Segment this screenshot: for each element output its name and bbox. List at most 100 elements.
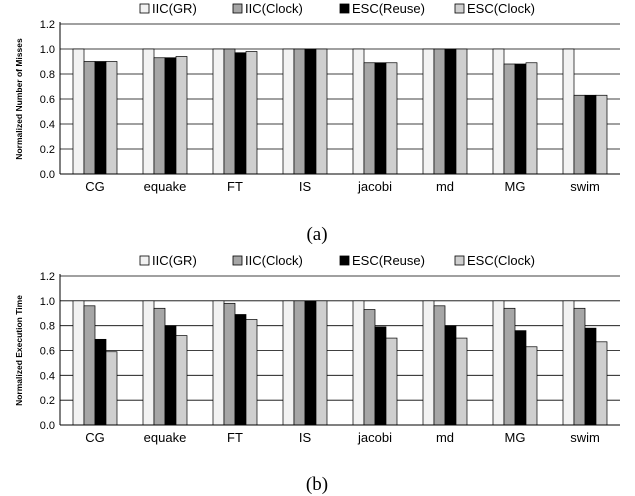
bar [525, 346, 538, 426]
bar [212, 300, 225, 426]
x-tick-label: MG [505, 430, 526, 445]
bar [164, 57, 177, 175]
legend-label: ESC(Clock) [467, 1, 535, 16]
chart-a: IIC(GR) IIC(Clock) ESC(Reuse) ESC(Clock) 0.0… [14, 1, 620, 245]
y-tick-label: 1.2 [40, 19, 55, 31]
bar [352, 300, 365, 426]
legend-swatch [339, 3, 350, 14]
bar [304, 48, 317, 175]
bar [352, 48, 365, 175]
bar [562, 300, 575, 426]
y-tick-label: 0.2 [40, 395, 55, 407]
bar [492, 48, 505, 175]
legend-label: IIC(Clock) [245, 1, 303, 16]
legend-label: IIC(GR) [152, 253, 197, 268]
y-axis-label: Normalized Execution Time [14, 295, 24, 406]
bar [562, 48, 575, 175]
x-tick-label: CG [85, 430, 105, 445]
bar [245, 319, 258, 426]
legend-swatch [139, 3, 150, 14]
bar [363, 62, 376, 175]
bar [83, 61, 96, 175]
bar [94, 61, 107, 175]
legend-swatch [339, 255, 350, 266]
legend-swatch [232, 255, 243, 266]
y-tick-label: 1.0 [40, 296, 55, 308]
bar [293, 48, 306, 175]
bar [175, 56, 188, 175]
y-tick-label: 1.2 [40, 271, 55, 283]
bar [492, 300, 505, 426]
bar [363, 309, 376, 426]
figure-caption: (b) [306, 474, 328, 495]
bar [212, 48, 225, 175]
bar [105, 351, 118, 426]
bar [595, 94, 608, 175]
legend-label: ESC(Clock) [467, 253, 535, 268]
x-tick-label: md [436, 179, 454, 194]
legend-swatch [139, 255, 150, 266]
legend-label: IIC(GR) [152, 1, 197, 16]
x-tick-label: FT [227, 179, 243, 194]
bar [315, 48, 328, 175]
legend-label: ESC(Reuse) [352, 253, 425, 268]
y-tick-label: 0.8 [40, 321, 55, 333]
x-tick-label: equake [144, 179, 187, 194]
bar [234, 52, 247, 175]
y-tick-label: 0.4 [40, 370, 55, 382]
bar [455, 48, 468, 175]
bar [573, 94, 586, 175]
bar [153, 307, 166, 426]
figure-caption: (a) [306, 224, 327, 245]
bar [72, 300, 85, 426]
bar [245, 51, 258, 175]
bar [514, 63, 527, 175]
bar [422, 300, 435, 426]
legend: IIC(GR) IIC(Clock) ESC(Reuse) ESC(Clock) [139, 253, 535, 268]
x-tick-label: swim [570, 179, 600, 194]
bar [584, 327, 597, 426]
x-tick-label: FT [227, 430, 243, 445]
bar [573, 307, 586, 426]
x-tick-label: md [436, 430, 454, 445]
y-tick-label: 0.2 [40, 144, 55, 156]
bar [315, 300, 328, 426]
bar [385, 337, 398, 426]
bar [175, 335, 188, 426]
bar [164, 325, 177, 426]
bar [514, 330, 527, 426]
x-tick-label: jacobi [357, 179, 392, 194]
y-tick-label: 0.0 [40, 169, 55, 181]
legend-swatch [454, 3, 465, 14]
y-tick-label: 0.6 [40, 346, 55, 358]
bar [293, 300, 306, 426]
bar [223, 48, 236, 175]
bar [105, 61, 118, 175]
bar [304, 300, 317, 426]
bar [234, 314, 247, 426]
bar [525, 62, 538, 175]
legend-label: IIC(Clock) [245, 253, 303, 268]
bar [142, 300, 155, 426]
chart-b: IIC(GR) IIC(Clock) ESC(Reuse) ESC(Clock) 0.0… [14, 253, 620, 495]
bar [455, 337, 468, 426]
bars [72, 48, 608, 175]
x-tick-label: jacobi [357, 430, 392, 445]
bar [433, 305, 446, 426]
bars [72, 300, 608, 426]
legend-swatch [232, 3, 243, 14]
bar [94, 338, 107, 426]
y-axis-label: Normalized Number of Misses [14, 38, 24, 160]
bar [584, 94, 597, 175]
bar [422, 48, 435, 175]
legend: IIC(GR) IIC(Clock) ESC(Reuse) ESC(Clock) [139, 1, 535, 16]
bar [385, 62, 398, 175]
bar [142, 48, 155, 175]
x-tick-label: swim [570, 430, 600, 445]
bar [72, 48, 85, 175]
legend-swatch [454, 255, 465, 266]
bar [374, 326, 387, 426]
y-tick-label: 0.4 [40, 119, 55, 131]
x-tick-label: MG [505, 179, 526, 194]
